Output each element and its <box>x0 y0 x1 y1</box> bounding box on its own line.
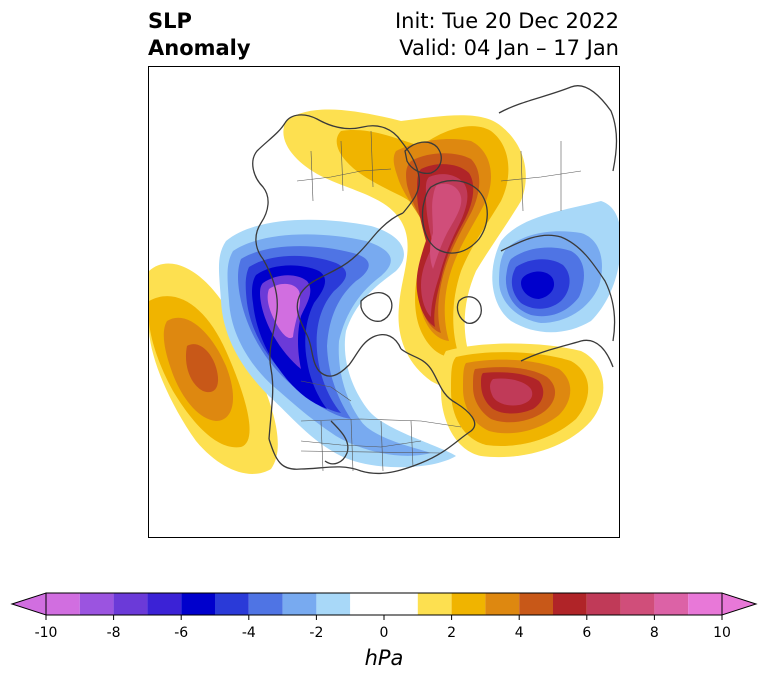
colorbar-segment <box>79 593 114 615</box>
colorbar-tick-label: -8 <box>106 625 121 641</box>
colorbar-extend-min <box>10 592 47 616</box>
coastlines <box>252 85 618 475</box>
country-borders <box>296 130 582 472</box>
colorbar-tick-label: -10 <box>34 625 58 641</box>
init-date: Init: Tue 20 Dec 2022 <box>394 9 619 33</box>
colorbar-segment <box>417 593 452 615</box>
colorbar-segment <box>46 593 80 615</box>
colorbar-segment <box>586 593 621 615</box>
colorbar-segment <box>248 593 283 615</box>
valid-range: Valid: 04 Jan – 17 Jan <box>399 36 619 60</box>
colorbar-tick-label: -2 <box>309 625 324 641</box>
colorbar-tick-label: 8 <box>649 625 659 641</box>
map-title: SLP Anomaly <box>148 8 251 62</box>
colorbar-segment <box>620 593 655 615</box>
colorbar-segment <box>553 593 587 615</box>
colorbar-tick-label: 0 <box>379 625 389 641</box>
colorbar-unit: hPa <box>364 646 404 670</box>
slp-anomaly-map <box>148 66 620 538</box>
arctic-high-anomaly <box>283 109 526 389</box>
colorbar-segment <box>316 593 351 615</box>
colorbar-segment <box>519 593 553 615</box>
colorbar-segment <box>215 593 249 615</box>
colorbar-tick-label: 6 <box>582 625 592 641</box>
colorbar-segment <box>654 593 689 615</box>
title-line-2: Anomaly <box>148 36 251 60</box>
colorbar-tick-label: -4 <box>241 625 256 641</box>
siberia-low-anomaly <box>492 201 619 333</box>
colorbar-segment <box>282 593 317 615</box>
colorbar-segment <box>181 593 215 615</box>
map-canvas <box>149 85 619 475</box>
colorbar-segments <box>10 592 758 620</box>
colorbar-extend-max <box>721 592 758 616</box>
atlantic-high-anomaly <box>441 343 604 458</box>
canada-low-anomaly <box>218 219 456 468</box>
colorbar-segment <box>113 593 148 615</box>
title-line-1: SLP <box>148 9 192 33</box>
colorbar-tick-label: -6 <box>174 625 189 641</box>
colorbar-segment <box>147 593 182 615</box>
pacific-high-anomaly <box>149 263 278 474</box>
colorbar-tick-label: 10 <box>713 625 731 641</box>
colorbar-tick-label: 4 <box>514 625 524 641</box>
forecast-dates: Init: Tue 20 Dec 2022 Valid: 04 Jan – 17… <box>395 8 619 62</box>
colorbar-segment <box>688 593 722 615</box>
colorbar-segment <box>451 593 486 615</box>
colorbar-segment <box>485 593 520 615</box>
colorbar-segment <box>350 593 418 615</box>
colorbar-tick-label: 2 <box>447 625 457 641</box>
colorbar <box>10 592 758 620</box>
